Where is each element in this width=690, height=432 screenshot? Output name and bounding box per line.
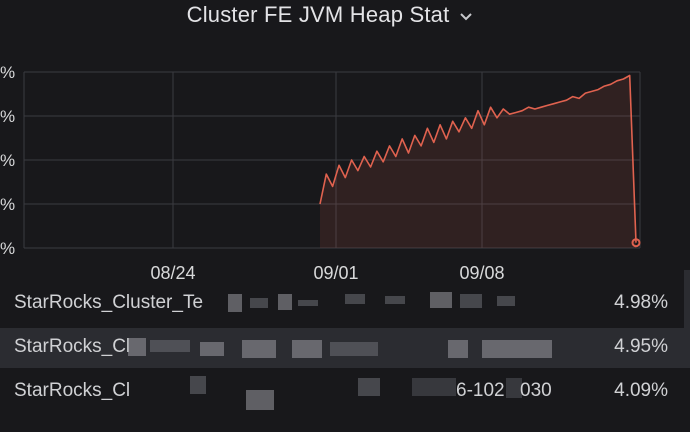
chevron-down-icon[interactable] <box>459 12 473 22</box>
redaction-block <box>385 296 405 304</box>
redaction-block <box>128 338 146 356</box>
y-tick-label: % <box>0 239 15 258</box>
redaction-block <box>298 300 318 306</box>
legend-series-value: 4.95% <box>614 336 668 357</box>
series-line <box>319 74 637 243</box>
legend-row[interactable]: StarRocks_Cluster_Te 4.98% <box>0 284 690 324</box>
redaction-block <box>250 298 268 308</box>
panel-edge-tab <box>684 270 690 340</box>
legend-row[interactable]: StarRocks_Cl 4.95% <box>0 328 690 368</box>
heap-chart[interactable]: %%%%% 08/24 09/01 09/08 <box>0 40 690 290</box>
legend-series-name: StarRocks_Cl <box>14 336 131 357</box>
x-tick-label: 09/01 <box>313 263 358 283</box>
redaction-block <box>460 294 482 308</box>
chart-area[interactable]: %%%%% 08/24 09/01 09/08 <box>0 40 690 290</box>
y-tick-label: % <box>0 151 15 170</box>
redaction-block <box>482 340 552 358</box>
redaction-block <box>497 296 515 306</box>
redaction-block <box>246 390 274 410</box>
legend-series-name: StarRocks_Cl <box>14 380 131 401</box>
x-tick-label: 09/08 <box>459 263 504 283</box>
redaction-block <box>506 378 522 398</box>
redaction-block <box>345 294 365 304</box>
y-tick-label: % <box>0 195 15 214</box>
redaction-block <box>358 378 380 396</box>
legend-fragment-text: 030 <box>520 380 552 401</box>
series-end-point <box>631 238 641 248</box>
redaction-block <box>448 340 468 358</box>
redaction-block <box>150 340 190 352</box>
redaction-block <box>190 376 206 394</box>
legend-fragment-text: 6-102 <box>456 380 505 401</box>
y-tick-label: % <box>0 107 15 126</box>
redaction-block <box>242 340 276 358</box>
legend-series-value: 4.98% <box>614 292 668 313</box>
redaction-block <box>292 340 322 358</box>
redaction-block <box>330 342 378 356</box>
legend-row[interactable]: StarRocks_Cl 4.09% 6-102 030 <box>0 372 690 412</box>
series-area <box>320 75 636 248</box>
panel-title-bar[interactable]: Cluster FE JVM Heap Stat <box>0 0 660 30</box>
redaction-block <box>412 378 456 396</box>
redaction-block <box>430 292 452 308</box>
redaction-block <box>200 342 224 356</box>
y-tick-label: % <box>0 63 15 82</box>
legend-series-value: 4.09% <box>614 380 668 401</box>
legend: StarRocks_Cluster_Te 4.98% StarRocks_Cl … <box>0 282 690 432</box>
legend-series-name: StarRocks_Cluster_Te <box>14 292 204 313</box>
x-tick-label: 08/24 <box>150 263 195 283</box>
redaction-block <box>228 294 242 312</box>
panel-title[interactable]: Cluster FE JVM Heap Stat <box>186 2 450 27</box>
redaction-block <box>278 294 292 310</box>
